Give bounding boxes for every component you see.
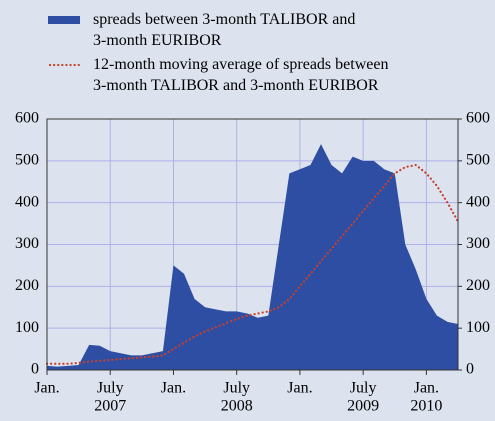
x-tick-label: July — [97, 380, 124, 397]
x-tick-label: Jan. — [161, 380, 186, 397]
y-tick-label: 300 — [15, 235, 39, 252]
y-tick-label: 0 — [31, 361, 39, 378]
y2-tick-label: 200 — [466, 277, 490, 294]
y-tick-label: 100 — [15, 319, 39, 336]
y2-tick-label: 100 — [466, 319, 490, 336]
legend-swatch — [48, 16, 80, 24]
y-tick-label: 500 — [15, 152, 39, 169]
x-tick-label: Jan. — [414, 380, 439, 397]
y2-tick-label: 400 — [466, 193, 490, 210]
x-tick-label: July — [223, 380, 250, 397]
x-tick-label: July — [350, 380, 377, 397]
y2-tick-label: 300 — [466, 235, 490, 252]
x-tick-label: Jan. — [34, 380, 59, 397]
y-tick-label: 600 — [15, 110, 39, 127]
x-year-label: 2007 — [94, 398, 126, 415]
moving-average-line — [45, 163, 460, 365]
plot-frame — [46, 118, 459, 371]
y2-tick-label: 0 — [466, 361, 474, 378]
y-tick-label: 400 — [15, 193, 39, 210]
y2-tick-label: 500 — [466, 152, 490, 169]
y-tick-label: 200 — [15, 277, 39, 294]
x-year-label: 2010 — [410, 398, 442, 415]
legend-label: spreads between 3-month TALIBOR and 3-mon… — [93, 11, 355, 49]
x-tick-label: Jan. — [287, 380, 312, 397]
y2-tick-label: 600 — [466, 110, 490, 127]
area — [47, 144, 458, 370]
x-year-label: 2009 — [347, 398, 379, 415]
legend-label: 12-month moving average of spreads betwe… — [93, 56, 388, 94]
x-year-label: 2008 — [221, 398, 253, 415]
